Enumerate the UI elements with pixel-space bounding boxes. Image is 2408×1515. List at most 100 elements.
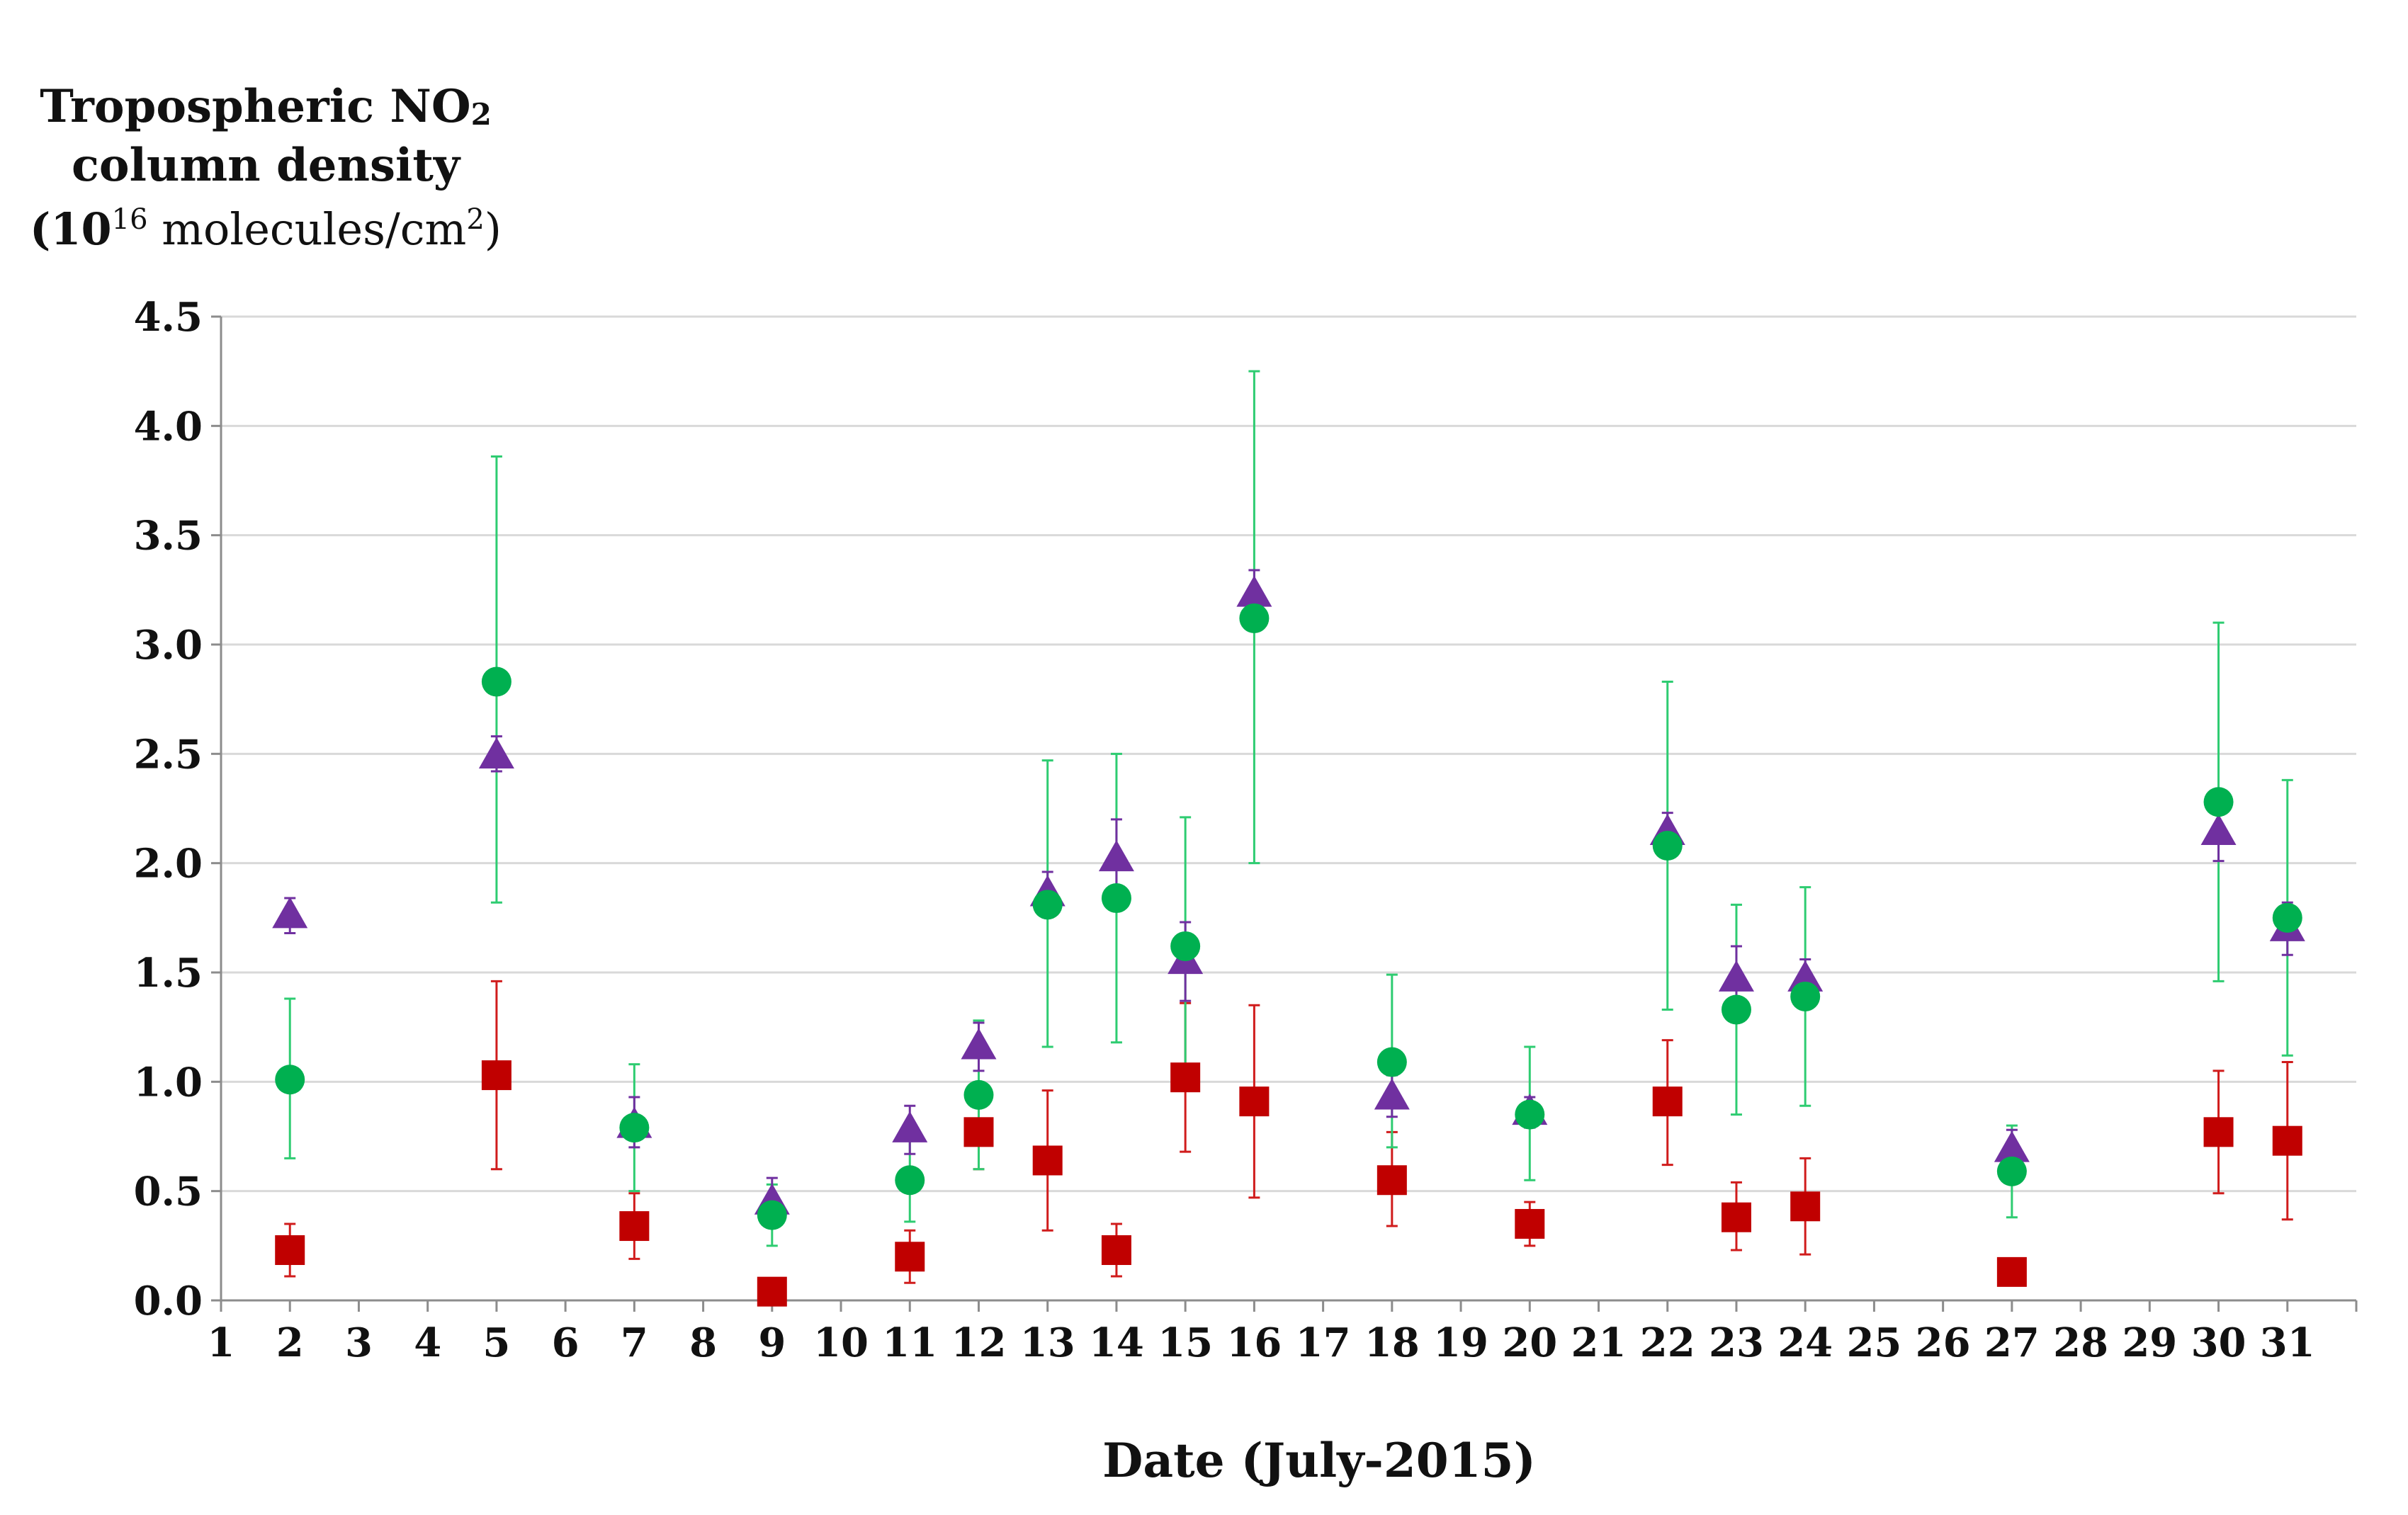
circle-marker (2203, 787, 2234, 817)
x-tick-label: 25 (1846, 1320, 1901, 1366)
x-tick-label: 5 (482, 1320, 510, 1366)
y-axis-label-close: ) (485, 203, 502, 255)
y-axis-label-line3: (1016 molecules/cm2) (30, 203, 502, 255)
gridlines (221, 315, 2356, 1193)
triangle-marker (1994, 1130, 2030, 1162)
square-marker (963, 1117, 994, 1147)
y-axis-label-main: Tropospheric NO (40, 80, 470, 133)
x-tick-label: 14 (1089, 1320, 1144, 1366)
square-marker (2272, 1125, 2302, 1156)
x-tick-label: 27 (1984, 1320, 2040, 1366)
circle-marker (895, 1165, 925, 1196)
x-tick-label: 10 (813, 1320, 869, 1366)
x-tick-label: 29 (2122, 1320, 2177, 1366)
x-tick-label: 3 (345, 1320, 373, 1366)
y-tick-label: 4.0 (134, 403, 203, 450)
square-marker (895, 1242, 925, 1272)
x-tick-label: 22 (1640, 1320, 1695, 1366)
x-tick-label: 21 (1571, 1320, 1627, 1366)
x-tick-label: 15 (1158, 1320, 1213, 1366)
x-tick-label: 23 (1709, 1320, 1764, 1366)
circle-marker (2272, 902, 2302, 933)
y-tick-label: 2.5 (134, 731, 203, 778)
triangle-marker (478, 737, 514, 769)
circle-marker (1377, 1047, 1407, 1077)
x-tick-label: 12 (951, 1320, 1007, 1366)
triangle-marker (1236, 575, 1272, 607)
circle-marker (1032, 890, 1063, 920)
circle-marker (1652, 830, 1683, 861)
x-tick-label: 8 (689, 1320, 717, 1366)
triangle-marker (961, 1028, 997, 1060)
x-tick-label: 6 (552, 1320, 580, 1366)
y-axis-label-line2: column density (72, 139, 461, 192)
x-tick-label: 11 (882, 1320, 937, 1366)
circle-marker (1721, 994, 1751, 1025)
y-tick-label: 1.5 (134, 950, 203, 997)
circle-marker (1515, 1099, 1545, 1130)
y-tick-label: 3.0 (134, 622, 203, 669)
x-tick-label: 13 (1020, 1320, 1075, 1366)
x-tick-label: 26 (1916, 1320, 1971, 1366)
y-tick-label: 2.0 (134, 841, 203, 887)
x-tick-label: 24 (1777, 1320, 1833, 1366)
square-marker (1996, 1256, 2027, 1287)
square-marker (1790, 1191, 1821, 1222)
square-marker (1652, 1086, 1683, 1117)
square-marker (1239, 1086, 1270, 1117)
circle-marker (1170, 931, 1201, 961)
error-bars (284, 370, 2293, 1298)
triangle-marker (1374, 1078, 1410, 1110)
y-axis-label-sup2: 2 (466, 203, 484, 236)
y-axis-label-open: (10 (30, 203, 112, 255)
square-marker (757, 1276, 787, 1307)
square-marker (1101, 1235, 1131, 1266)
triangle-marker (2200, 814, 2237, 846)
y-ticks: 0.0 0.5 1.0 1.5 2.0 2.5 3.0 3.5 4.0 4.5 (134, 294, 221, 1324)
square-marker (619, 1211, 650, 1242)
square-marker (1032, 1145, 1063, 1176)
square-marker (1515, 1208, 1545, 1239)
circle-marker (1239, 603, 1270, 633)
x-tick-label: 16 (1226, 1320, 1282, 1366)
square-marker (1170, 1062, 1201, 1093)
markers (272, 575, 2305, 1307)
y-tick-label: 4.5 (134, 294, 203, 341)
y-tick-label: 3.5 (134, 513, 203, 560)
square-marker (1721, 1202, 1751, 1232)
x-axis-title: Date (July-2015) (1102, 1433, 1536, 1488)
x-tick-label: 2 (276, 1320, 304, 1366)
y-axis-label-units: molecules/cm (148, 203, 467, 255)
circle-marker (275, 1065, 305, 1095)
x-tick-label: 28 (2053, 1320, 2108, 1366)
y-tick-label: 1.0 (134, 1059, 203, 1106)
y-tick-label: 0.0 (134, 1278, 203, 1324)
axes (220, 317, 2356, 1302)
circle-marker (1996, 1156, 2027, 1186)
triangle-marker (1718, 960, 1754, 992)
y-axis-label: Tropospheric NO2 column density (1016 mo… (30, 80, 502, 255)
y-axis-label-line1: Tropospheric NO2 (40, 80, 492, 133)
x-tick-label: 1 (208, 1320, 235, 1366)
square-marker (2203, 1117, 2234, 1147)
x-tick-label: 4 (414, 1320, 441, 1366)
square-marker (1377, 1165, 1407, 1196)
y-tick-label: 0.5 (134, 1169, 203, 1215)
x-tick-label: 30 (2191, 1320, 2246, 1366)
circle-marker (757, 1200, 787, 1230)
x-tick-label: 18 (1364, 1320, 1420, 1366)
x-tick-label: 17 (1296, 1320, 1351, 1366)
triangle-marker (892, 1111, 928, 1142)
triangle-marker (1098, 840, 1134, 872)
x-tick-label: 7 (621, 1320, 648, 1366)
circle-marker (481, 666, 511, 697)
circle-marker (1101, 883, 1131, 914)
x-tick-label: 9 (758, 1320, 786, 1366)
y-axis-label-sup: 16 (112, 203, 148, 236)
circle-marker (619, 1113, 650, 1143)
circle-marker (963, 1079, 994, 1110)
square-marker (481, 1060, 511, 1091)
square-marker (275, 1235, 305, 1266)
circle-marker (1790, 981, 1821, 1011)
